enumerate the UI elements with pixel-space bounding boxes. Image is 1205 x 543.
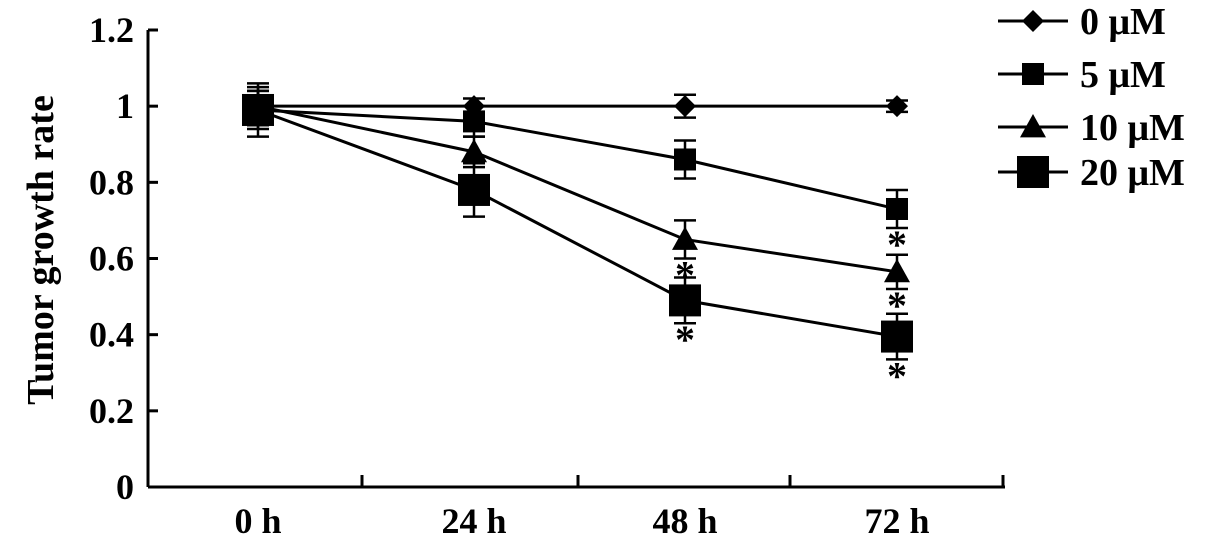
series-3: ** [242,82,913,398]
y-axis-title: Tumor growth rate [20,95,62,405]
data-point [669,284,701,317]
legend-marker [1022,10,1044,32]
legend-label: 5 μM [1080,54,1166,96]
y-tick-label: 1.2 [89,10,134,50]
series-line [257,104,898,274]
legend-marker [1022,63,1044,85]
series-0 [247,89,908,123]
legend-label: 0 μM [1080,1,1166,43]
data-point [674,148,696,171]
y-tick-label: 0 [116,467,134,507]
series-layer: ***** [242,82,913,398]
legend-item-0: 0 μM [998,1,1166,43]
significance-star: * [887,283,907,328]
series-line [257,108,898,211]
legend-marker [1017,156,1049,188]
series-line [257,108,898,339]
data-point [672,226,698,250]
data-point [463,110,485,133]
data-point [886,197,908,220]
significance-star: * [887,353,907,398]
data-point [242,93,274,126]
x-tick-label: 48 h [652,501,717,541]
y-tick-label: 0.8 [89,162,134,202]
legend-item-3: 20 μM [998,152,1185,194]
series-2: ** [245,85,910,328]
data-point [674,95,696,118]
y-tick-label: 0.4 [89,315,134,355]
legend-label: 20 μM [1080,152,1185,194]
data-point [458,173,490,206]
data-point [884,258,910,283]
data-point [881,320,913,353]
data-point [461,138,487,163]
y-tick-label: 0.2 [89,391,134,431]
y-tick-label: 0.6 [89,239,134,279]
data-point [886,95,908,118]
legend-item-1: 5 μM [998,54,1166,96]
axes: 0 0.2 0.4 0.6 0.8 1 1.2 0 h 24 h 48 h 72 h [89,10,1005,541]
significance-star: * [675,317,695,362]
series-1: * [247,89,908,267]
legend-item-2: 10 μM [998,107,1185,149]
x-tick-label: 72 h [864,501,929,541]
legend-label: 10 μM [1080,107,1185,149]
x-tick-label: 0 h [234,501,281,541]
x-tick-label: 24 h [441,501,506,541]
legend-marker [1020,114,1046,138]
y-tick-label: 1 [116,86,134,126]
